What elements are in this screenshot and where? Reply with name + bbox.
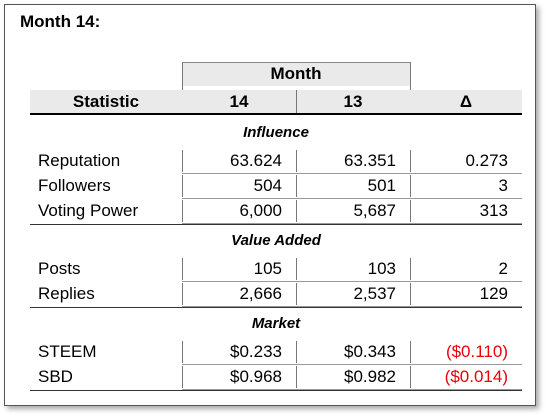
- value-cell: ($0.014): [444, 367, 508, 386]
- section-header: Value Added: [231, 232, 321, 249]
- separator: [410, 283, 411, 305]
- value-cell: $0.968: [230, 367, 282, 386]
- separator: [410, 200, 411, 222]
- value-cell: 129: [479, 284, 508, 303]
- header-bg: [30, 90, 522, 114]
- value-cell: $0.982: [344, 367, 396, 386]
- separator: [410, 150, 411, 172]
- separator: [182, 283, 183, 305]
- separator: [410, 366, 411, 388]
- section-rule: [30, 390, 522, 391]
- title: Month 14:: [20, 12, 101, 31]
- value-cell: 0.273: [465, 151, 508, 170]
- section-header: Influence: [243, 124, 309, 141]
- separator: [410, 341, 411, 363]
- row-rule: [182, 281, 522, 282]
- value-cell: 103: [367, 259, 396, 278]
- row-rule: [182, 306, 522, 307]
- section-rule: [30, 224, 522, 225]
- column-header: 14: [229, 92, 249, 111]
- separator: [182, 175, 183, 197]
- column-header: Δ: [459, 92, 473, 111]
- value-cell: 2,666: [239, 284, 282, 303]
- separator: [296, 366, 297, 388]
- separator: [296, 90, 297, 114]
- row-rule: [182, 198, 522, 199]
- row-label: Replies: [38, 284, 95, 303]
- value-cell: 3: [498, 176, 508, 195]
- separator: [296, 283, 297, 305]
- header-rule: [30, 113, 522, 115]
- row-label: Posts: [38, 259, 81, 278]
- separator: [182, 150, 183, 172]
- row-rule: [182, 364, 522, 365]
- separator: [296, 341, 297, 363]
- row-label: STEEM: [38, 342, 97, 361]
- separator: [296, 150, 297, 172]
- row-rule: [182, 173, 522, 174]
- group-header-bg: [182, 62, 410, 86]
- row-rule: [182, 223, 522, 224]
- group-header: Month: [270, 64, 322, 83]
- value-cell: 2: [498, 259, 508, 278]
- section-header: Market: [251, 315, 301, 332]
- row-label: Reputation: [38, 151, 121, 170]
- separator: [182, 200, 183, 222]
- separator: [410, 258, 411, 280]
- value-cell: 5,687: [353, 201, 396, 220]
- row-rule: [182, 389, 522, 390]
- separator: [296, 200, 297, 222]
- value-cell: 63.624: [230, 151, 282, 170]
- value-cell: $0.343: [344, 342, 396, 361]
- row-label: SBD: [38, 367, 73, 386]
- value-cell: 63.351: [344, 151, 396, 170]
- separator: [182, 366, 183, 388]
- separator: [296, 175, 297, 197]
- value-cell: 6,000: [239, 201, 282, 220]
- separator: [296, 258, 297, 280]
- value-cell: ($0.110): [445, 342, 508, 361]
- value-cell: 2,537: [353, 284, 396, 303]
- row-label: Followers: [38, 176, 111, 195]
- separator: [410, 175, 411, 197]
- value-cell: 105: [253, 259, 282, 278]
- row-label: Voting Power: [38, 201, 139, 220]
- value-cell: $0.233: [230, 342, 282, 361]
- separator: [182, 341, 183, 363]
- column-header: 13: [343, 92, 363, 111]
- value-cell: 504: [253, 176, 282, 195]
- section-rule: [30, 307, 522, 308]
- separator: [410, 62, 411, 114]
- column-header: Statistic: [72, 92, 140, 111]
- value-cell: 313: [479, 201, 508, 220]
- value-cell: 501: [367, 176, 396, 195]
- separator: [182, 258, 183, 280]
- separator: [182, 62, 183, 114]
